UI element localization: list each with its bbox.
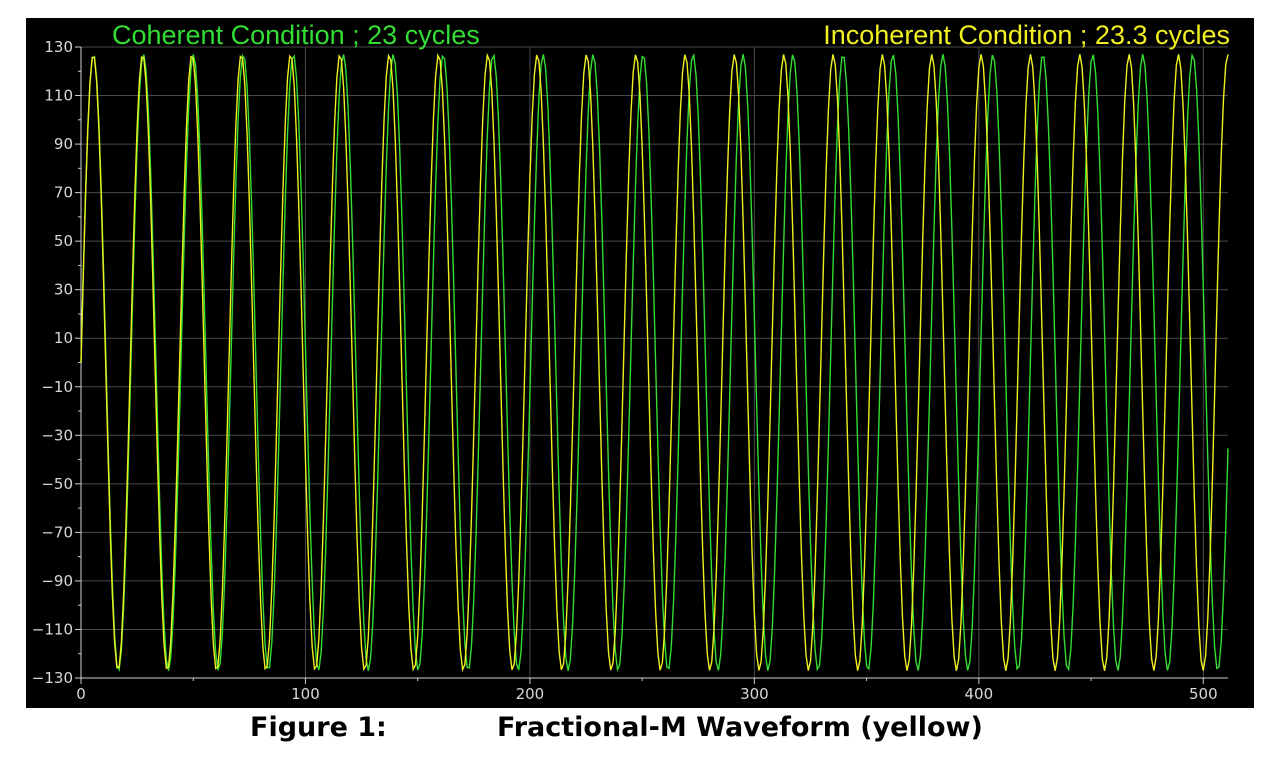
chart-canvas: 130 110 90 70 50 30 10 −10 −30 −50 −70 −90 −110 −1300… — [32, 20, 1230, 703]
figure-title: Fractional-M Waveform (yellow) — [497, 712, 983, 743]
oscilloscope-chart: 130 110 90 70 50 30 10 −10 −30 −50 −70 −90 −110 −130 0… — [26, 18, 1254, 708]
x-tick-label-2: 200 — [516, 685, 545, 703]
y-tick-label-1: 110 — [44, 87, 73, 105]
y-tick-label-12: −110 — [32, 620, 73, 638]
y-tick-label-5: 30 — [54, 281, 73, 299]
y-tick-label-4: 50 — [54, 232, 73, 250]
y-tick-label-2: 90 — [54, 135, 73, 153]
x-tick-label-0: 0 — [76, 685, 86, 703]
y-tick-label-0: 130 — [44, 38, 73, 56]
legend-coherent: Coherent Condition ; 23 cycles — [112, 20, 480, 50]
x-tick-label-5: 500 — [1189, 685, 1218, 703]
figure-label: Figure 1: — [250, 712, 387, 743]
y-tick-label-7: −10 — [41, 378, 73, 396]
y-tick-label-11: −90 — [41, 572, 73, 590]
axes: 130 110 90 70 50 30 10 −10 −30 −50 −70 −90 −110 −1300… — [32, 38, 1228, 703]
series-line-1 — [80, 52, 1229, 673]
y-tick-label-9: −50 — [41, 475, 73, 493]
y-tick-label-13: −130 — [32, 669, 73, 687]
x-tick-label-4: 400 — [965, 685, 994, 703]
y-tick-label-8: −30 — [41, 426, 73, 444]
y-tick-label-6: 10 — [54, 329, 73, 347]
y-tick-label-3: 70 — [54, 184, 73, 202]
legend-incoherent: Incoherent Condition ; 23.3 cycles — [823, 20, 1230, 50]
series-group — [80, 52, 1229, 673]
y-tick-label-10: −70 — [41, 523, 73, 541]
figure-caption: Figure 1: Fractional-M Waveform (yellow) — [0, 708, 1280, 752]
x-tick-label-3: 300 — [740, 685, 769, 703]
x-tick-label-1: 100 — [291, 685, 320, 703]
